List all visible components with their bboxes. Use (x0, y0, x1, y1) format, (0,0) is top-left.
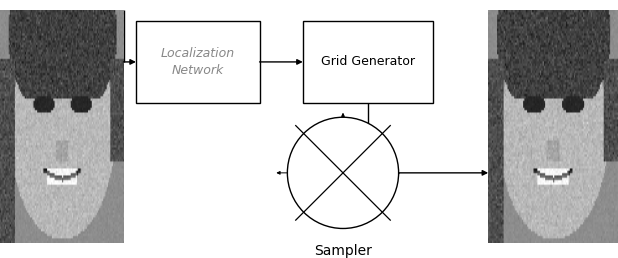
Text: Sampler: Sampler (314, 244, 372, 258)
Ellipse shape (287, 117, 399, 229)
Bar (136, 21, 260, 103)
Text: Grid Generator: Grid Generator (321, 55, 415, 68)
Text: Localization
Network: Localization Network (161, 47, 235, 77)
Bar (303, 21, 433, 103)
